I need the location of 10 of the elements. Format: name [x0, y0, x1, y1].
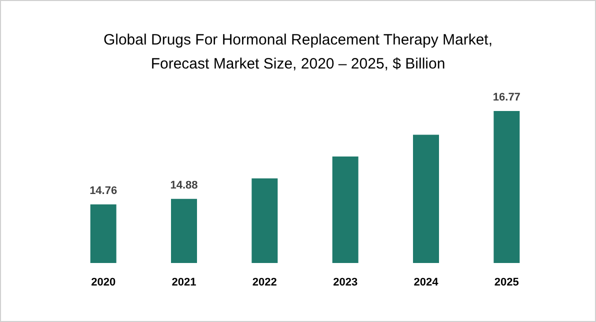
x-tick-label: 2024 [414, 276, 440, 288]
data-label: 14.76 [90, 184, 118, 197]
x-tick-label: 2025 [494, 276, 519, 288]
x-tick-label: 2021 [172, 276, 196, 288]
x-tick-label: 2022 [252, 276, 277, 288]
chart-title: Global Drugs For Hormonal Replacement Therapy Market, Forecast Market Size, 2020 – 2025, $ Billion [103, 32, 493, 72]
x-tick-label: 2020 [91, 276, 116, 288]
data-label: 14.88 [170, 179, 198, 192]
x-tick-label: 2023 [333, 276, 358, 288]
data-label: 16.77 [492, 92, 520, 104]
